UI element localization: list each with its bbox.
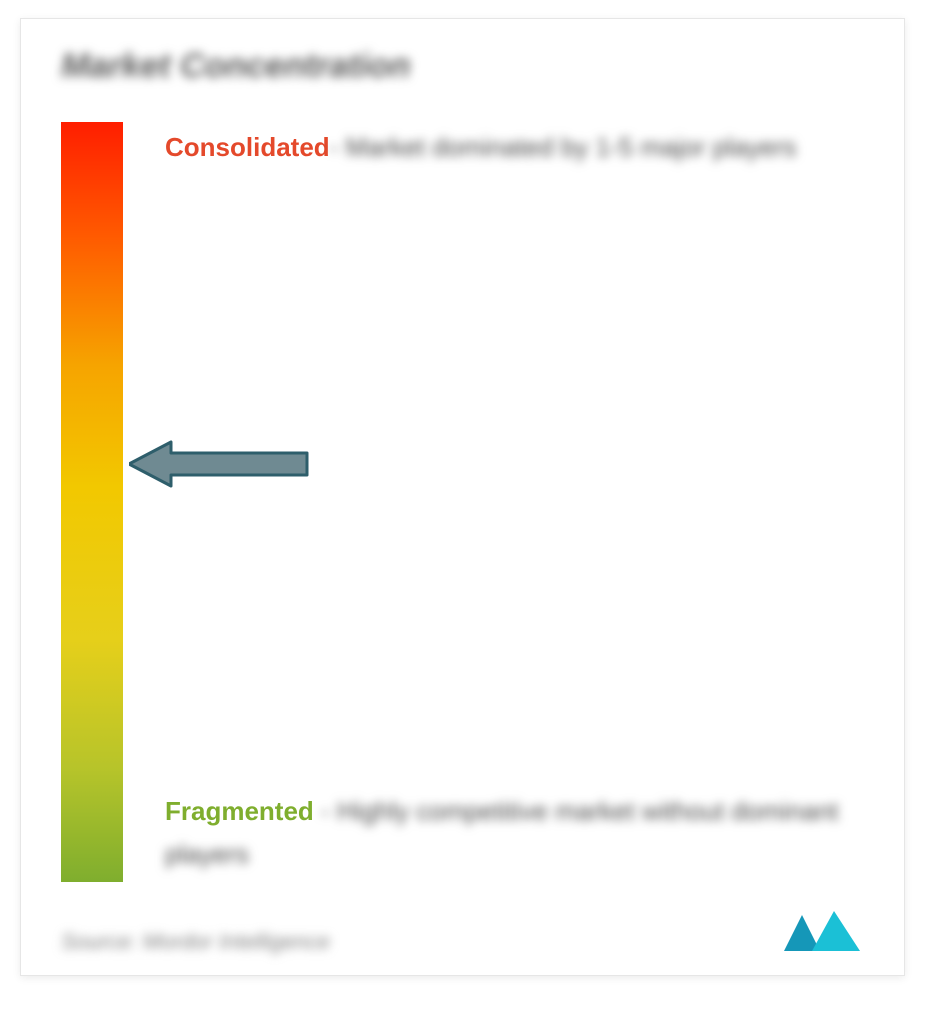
concentration-gradient-bar	[61, 122, 123, 882]
fragmented-lead: Fragmented	[165, 796, 314, 826]
infographic-card: Market Concentration Consolidated- Marke…	[20, 18, 905, 976]
position-indicator	[129, 438, 309, 490]
content-row: Consolidated- Market dominated by 1-5 ma…	[61, 122, 864, 882]
consolidated-rest: - Market dominated by 1-5 major players	[330, 132, 797, 162]
fragmented-description: Fragmented - Highly competitive market w…	[165, 790, 854, 876]
labels-column: Consolidated- Market dominated by 1-5 ma…	[123, 122, 864, 882]
consolidated-description: Consolidated- Market dominated by 1-5 ma…	[165, 126, 854, 169]
consolidated-lead: Consolidated	[165, 132, 330, 162]
source-attribution: Source: Mordor Intelligence	[61, 929, 330, 955]
chart-title: Market Concentration	[61, 47, 864, 86]
arrow-left-icon	[129, 438, 309, 490]
brand-logo-icon	[780, 909, 864, 955]
card-footer: Source: Mordor Intelligence	[61, 909, 864, 955]
